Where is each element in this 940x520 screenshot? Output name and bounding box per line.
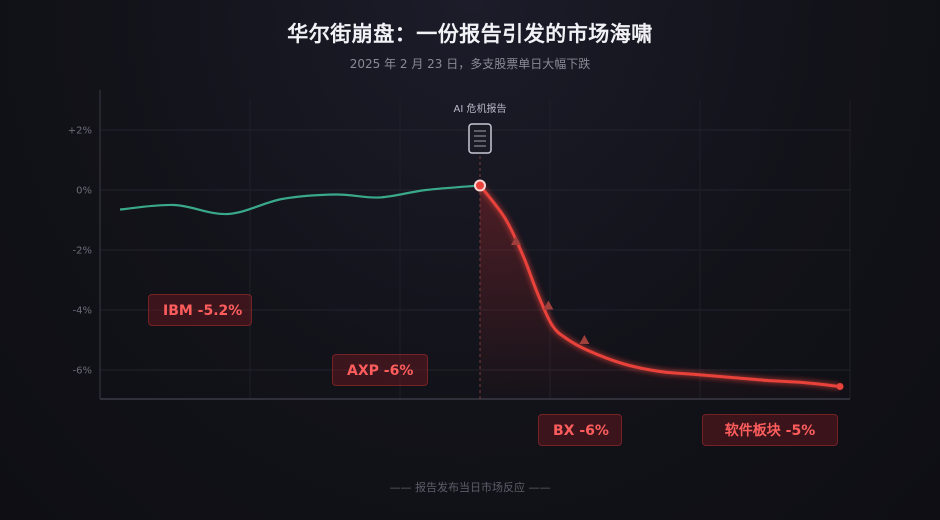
triangle-marker [543,300,554,310]
y-tick-label: +2% [68,126,92,137]
chart-title: 华尔街崩盘：一份报告引发的市场海啸 [287,22,653,46]
event-label: AI 危机报告 [454,102,507,115]
series-line-after-report [478,184,841,388]
axes: +2% 0% -2% -4% -6% [68,90,850,400]
y-tick-label: 0% [76,186,92,197]
drop-area [480,185,840,399]
document-icon [468,123,492,154]
drop-area-fill [480,185,840,399]
chart-subtitle: 2025 年 2 月 23 日，多支股票单日大幅下跌 [349,57,591,71]
series-line-before-report [119,184,481,216]
badge-axp: AXP -6% [332,354,428,386]
badge-bx: BX -6% [538,414,622,446]
y-tick-label: -6% [73,366,92,377]
badge-software: 软件板块 -5% [702,414,838,446]
series-lines [119,179,844,390]
y-tick-label: -2% [73,246,92,257]
end-point [836,383,844,390]
badge-ibm: IBM -5.2% [148,294,252,326]
y-tick-label: -4% [73,306,92,317]
triangle-marker [579,335,590,344]
triangle-marker [511,236,521,245]
chart-footer: —— 报告发布当日市场反应 —— [389,481,551,494]
triangle-markers [511,236,590,344]
event-point [474,179,486,192]
event-marker: AI 危机报告 [454,102,507,399]
